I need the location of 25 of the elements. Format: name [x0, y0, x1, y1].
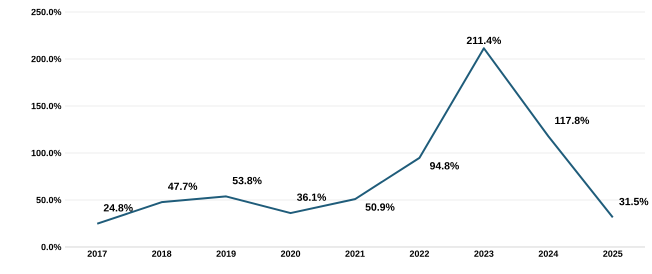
data-label: 47.7% — [168, 182, 198, 190]
x-tick-label: 2020 — [280, 250, 300, 257]
x-tick-label: 2017 — [88, 250, 107, 257]
data-label: 50.9% — [365, 203, 395, 211]
x-tick-label: 2018 — [152, 250, 172, 257]
line-series — [96, 47, 614, 225]
y-tick-label: 250.0% — [31, 8, 62, 16]
x-tick-label: 2021 — [345, 250, 365, 257]
data-label: 94.8% — [430, 162, 459, 170]
data-label: 36.1% — [296, 193, 326, 201]
data-label: 211.4% — [466, 36, 502, 44]
y-tick-label: 200.0% — [31, 56, 62, 62]
y-tick-label: 100.0% — [32, 150, 62, 156]
data-label: 117.8% — [555, 116, 590, 124]
x-tick-label: 2025 — [603, 250, 622, 257]
data-label: 24.8% — [104, 204, 133, 212]
x-tick-label: 2019 — [216, 250, 236, 257]
data-label: 31.5% — [619, 198, 648, 206]
x-tick-label: 2023 — [474, 250, 494, 257]
x-tick-label: 2022 — [410, 250, 430, 257]
x-tick-label: 2024 — [538, 250, 558, 257]
data-label: 53.8% — [232, 176, 262, 184]
y-tick-label: 0.0% — [41, 244, 62, 250]
y-tick-label: 150.0% — [32, 102, 62, 110]
y-tick-label: 50.0% — [36, 196, 62, 204]
